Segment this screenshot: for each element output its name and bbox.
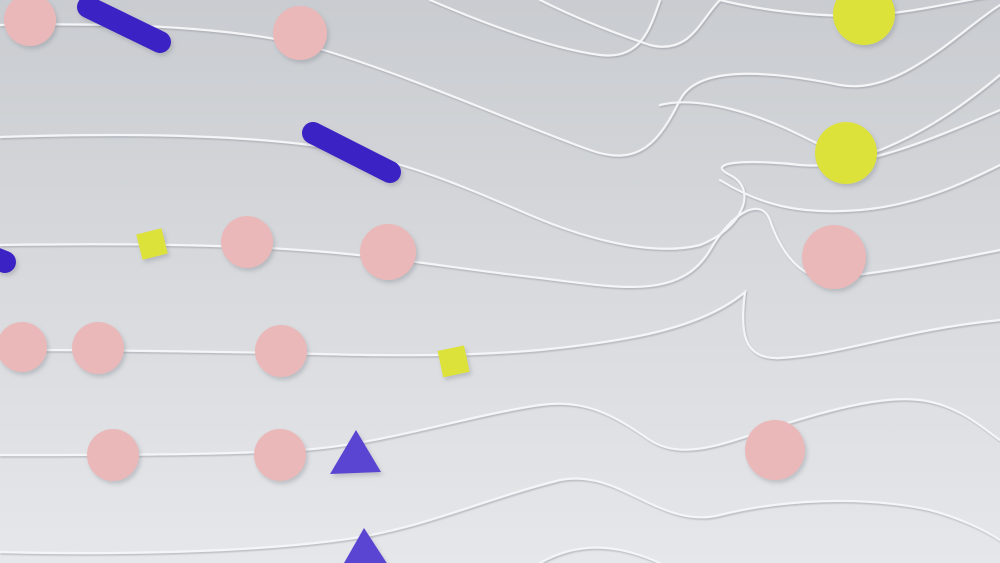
yellow-circle [833, 0, 895, 45]
line-12 [538, 546, 662, 563]
yellow-circle [815, 122, 877, 184]
pink-circle [802, 225, 866, 289]
pink-circle [255, 325, 307, 377]
blue-capsule [0, 248, 16, 273]
pink-circle [4, 0, 56, 46]
pink-circle [360, 224, 416, 280]
blue-capsule [77, 0, 171, 53]
blue-capsule [302, 122, 401, 183]
pink-circle [72, 322, 124, 374]
line-1 [0, 3, 1000, 157]
violet-triangle [330, 430, 381, 474]
line-3 [538, 0, 722, 48]
yellow-square [136, 228, 168, 260]
pink-circle [254, 429, 306, 481]
pink-circle [273, 6, 327, 60]
line-11 [0, 477, 1000, 555]
pink-circle [221, 216, 273, 268]
line-5 [0, 108, 1000, 250]
pink-circle [745, 420, 805, 480]
line-8 [718, 163, 1000, 213]
shapes-layer [0, 0, 895, 563]
pink-circle [0, 322, 47, 372]
yellow-square [437, 345, 470, 378]
violet-triangle [344, 528, 387, 563]
pink-circle [87, 429, 139, 481]
line-10 [0, 398, 1000, 457]
line-2 [428, 0, 662, 57]
line-9 [0, 289, 1000, 360]
